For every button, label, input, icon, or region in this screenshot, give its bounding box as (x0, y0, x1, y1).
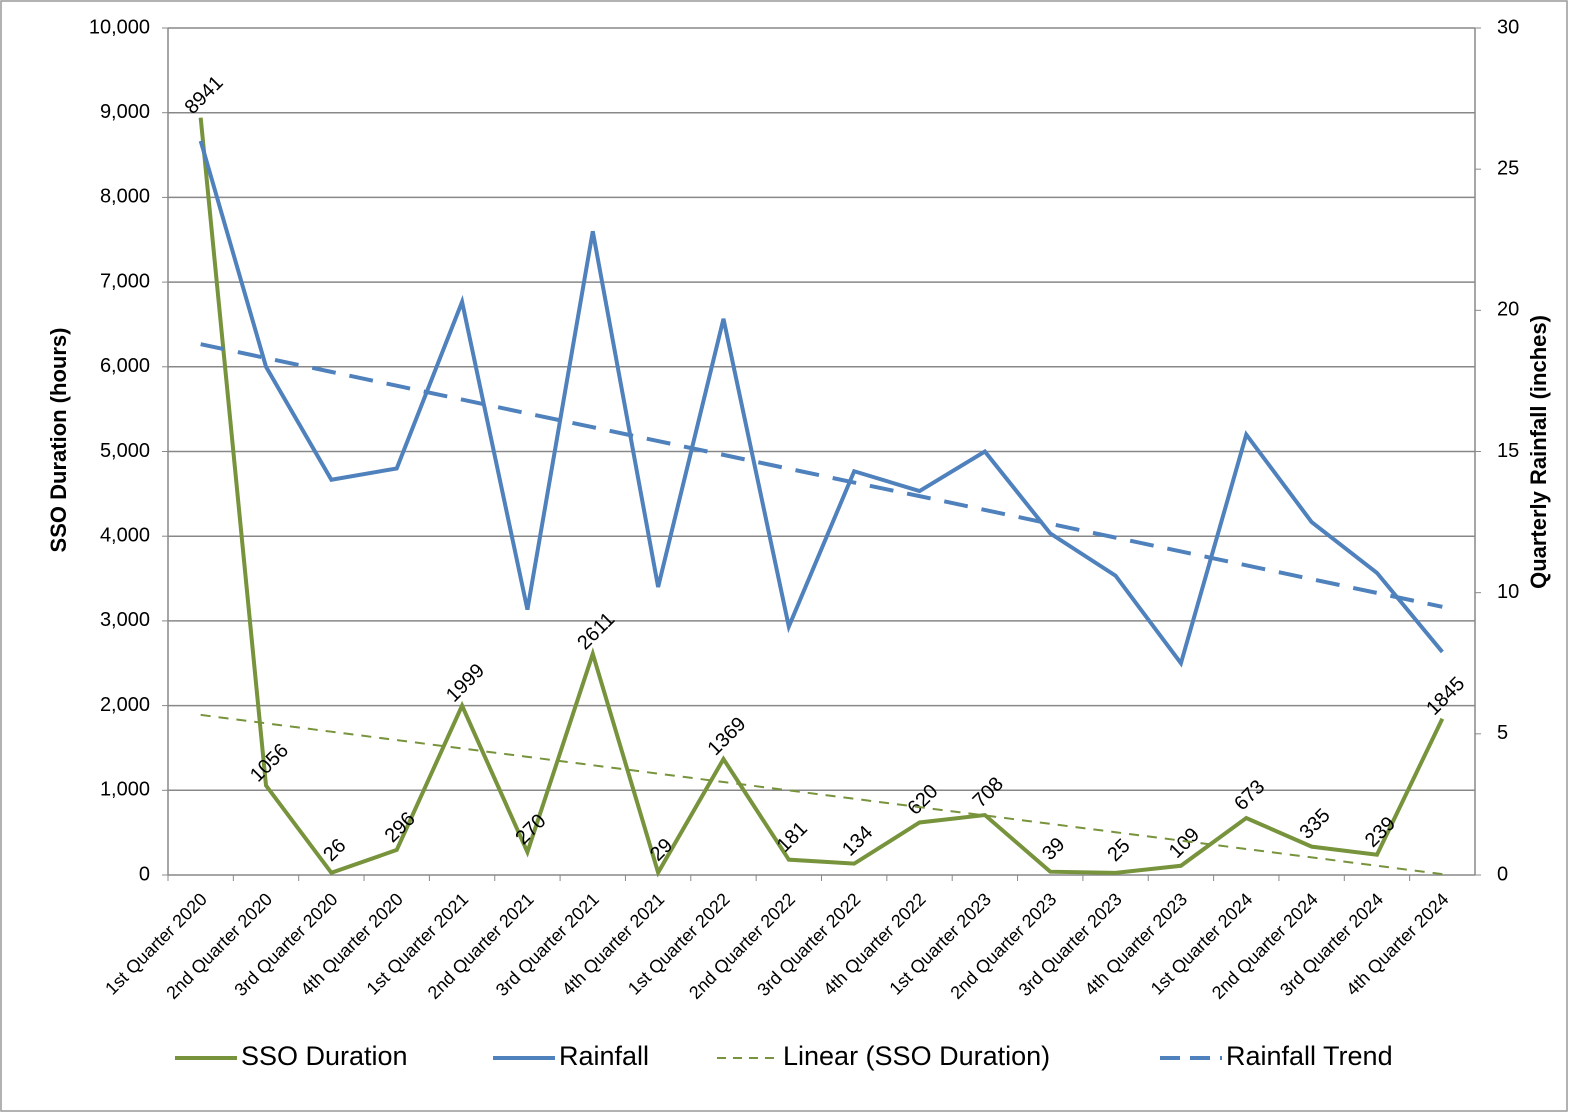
y-tick-label: 4,000 (100, 524, 150, 546)
y-tick-label: 0 (139, 863, 150, 885)
y-tick-label: 9,000 (100, 101, 150, 123)
y-tick-label: 3,000 (100, 609, 150, 631)
y-tick-label: 1,000 (100, 779, 150, 801)
y-tick-label: 8,000 (100, 186, 150, 208)
y-tick-label: 6,000 (100, 355, 150, 377)
legend-label: Rainfall Trend (1226, 1041, 1393, 1071)
y-tick-label: 5,000 (100, 440, 150, 462)
series-line (198, 117, 1445, 878)
y-tick-label: 7,000 (100, 270, 150, 292)
y2-tick-label: 5 (1497, 722, 1508, 744)
y-tick-label: 10,000 (89, 16, 150, 38)
y-tick-label: 2,000 (100, 694, 150, 716)
y2-axis-title: Quarterly Rainfall (inches) (1526, 315, 1551, 589)
y-axis-title: SSO Duration (hours) (46, 328, 71, 553)
y2-tick-label: 15 (1497, 440, 1519, 462)
y2-tick-label: 20 (1497, 299, 1519, 321)
y2-tick-label: 30 (1497, 16, 1519, 38)
legend-label: Rainfall (559, 1041, 649, 1071)
series-line (200, 342, 1443, 609)
y2-tick-label: 25 (1497, 157, 1519, 179)
legend-label: Linear (SSO Duration) (783, 1041, 1050, 1071)
y2-tick-label: 10 (1497, 581, 1519, 603)
legend-label: SSO Duration (241, 1041, 408, 1071)
y2-tick-label: 0 (1497, 863, 1508, 885)
series-line (198, 140, 1444, 668)
